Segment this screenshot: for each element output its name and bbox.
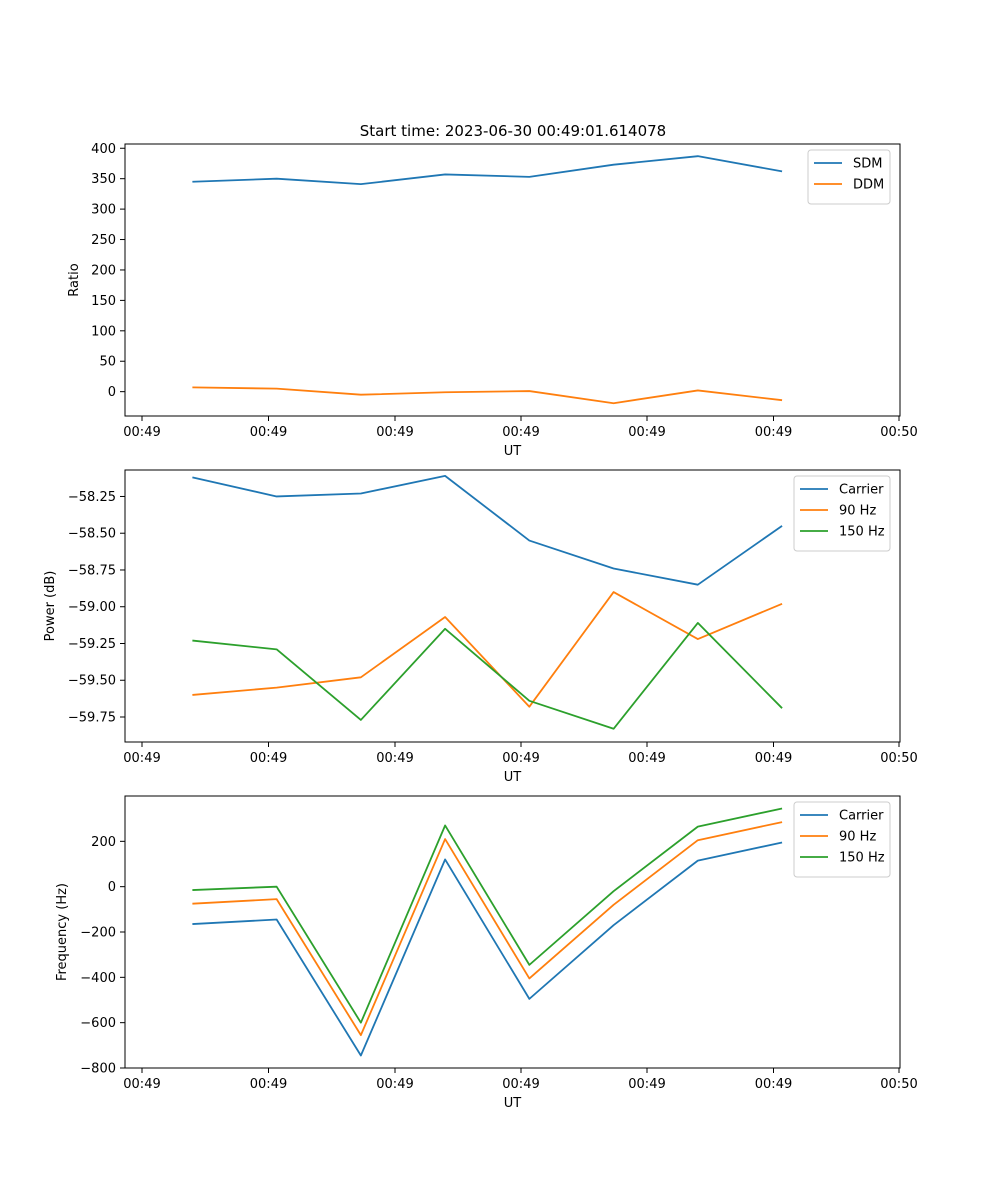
y-tick-label: −58.75 <box>68 563 116 578</box>
y-tick-label: −58.50 <box>68 527 116 542</box>
x-tick-label: 00:49 <box>502 1077 539 1092</box>
y-tick-label: 300 <box>91 203 116 218</box>
x-tick-label: 00:49 <box>628 425 665 440</box>
legend-entry: DDM <box>853 178 884 193</box>
series-line-carrier <box>192 841 783 1057</box>
x-axis-label: UT <box>504 1096 522 1111</box>
y-tick-label: −59.00 <box>68 600 116 615</box>
x-tick-label: 00:50 <box>880 425 917 440</box>
y-axis-label: Ratio <box>67 263 82 296</box>
panel-3: 00:49 00:49 00:49 00:49 00:49 00:49 00:50 −800 −… <box>55 795 918 1111</box>
x-axis-label: UT <box>504 770 522 785</box>
legend: SDM DDM <box>807 149 891 205</box>
series-line-150-hz <box>192 622 783 730</box>
panel-2: 00:49 00:49 00:49 00:49 00:49 00:49 00:50 −59.7… <box>43 469 918 785</box>
legend: Carrier 90 Hz 150 Hz <box>793 801 891 878</box>
series-line-sdm <box>192 155 783 186</box>
legend: Carrier 90 Hz 150 Hz <box>793 475 891 552</box>
series-line-ddm <box>192 386 783 405</box>
series-line-90-hz <box>192 591 783 708</box>
x-tick-label: 00:49 <box>502 751 539 766</box>
y-tick-label: −800 <box>80 1062 116 1077</box>
x-tick-label: 00:49 <box>123 1077 160 1092</box>
y-tick-label: 200 <box>91 263 116 278</box>
x-tick-label: 00:49 <box>250 751 287 766</box>
y-tick-label: −59.75 <box>68 711 116 726</box>
y-tick-label: 400 <box>91 142 116 157</box>
legend-entry: Carrier <box>839 483 884 498</box>
x-tick-label: 00:49 <box>250 1077 287 1092</box>
x-tick-label: 00:49 <box>376 1077 413 1092</box>
axes-frame <box>124 143 901 417</box>
legend-box <box>793 801 891 878</box>
y-tick-label: 150 <box>91 294 116 309</box>
y-tick-label: 50 <box>99 355 116 370</box>
x-tick-label: 00:49 <box>755 425 792 440</box>
figure-title: Start time: 2023-06-30 00:49:01.614078 <box>360 122 666 140</box>
x-tick-label: 00:49 <box>755 1077 792 1092</box>
x-tick-label: 00:49 <box>250 425 287 440</box>
y-axis-label: Frequency (Hz) <box>55 883 70 981</box>
x-tick-label: 00:49 <box>628 1077 665 1092</box>
series-line-90-hz <box>192 821 783 1037</box>
legend-entry: 150 Hz <box>839 851 885 866</box>
x-tick-label: 00:49 <box>376 425 413 440</box>
x-tick-label: 00:49 <box>123 425 160 440</box>
y-tick-label: 350 <box>91 172 116 187</box>
legend-entry: Carrier <box>839 809 884 824</box>
x-tick-label: 00:49 <box>123 751 160 766</box>
legend-box <box>793 475 891 552</box>
y-tick-label: −59.25 <box>68 637 116 652</box>
y-tick-label: 100 <box>91 324 116 339</box>
y-tick-label: −200 <box>80 926 116 941</box>
chart-panels: 00:49 00:49 00:49 00:49 00:49 00:49 00:50 0 50 10… <box>43 142 918 1111</box>
x-tick-label: 00:49 <box>376 751 413 766</box>
legend-entry: 150 Hz <box>839 525 885 540</box>
y-tick-label: 200 <box>91 835 116 850</box>
y-tick-label: 0 <box>108 385 116 400</box>
y-tick-label: 250 <box>91 233 116 248</box>
panel-1: 00:49 00:49 00:49 00:49 00:49 00:49 00:50 0 50 10… <box>67 142 918 459</box>
series-line-carrier <box>192 474 783 586</box>
y-tick-label: 0 <box>108 880 116 895</box>
x-tick-label: 00:50 <box>880 751 917 766</box>
y-tick-label: −59.50 <box>68 674 116 689</box>
x-axis-label: UT <box>504 444 522 459</box>
legend-entry: SDM <box>853 157 882 172</box>
y-tick-label: −600 <box>80 1016 116 1031</box>
series-line-150-hz <box>192 807 783 1024</box>
axes-frame <box>124 469 901 743</box>
x-tick-label: 00:49 <box>502 425 539 440</box>
legend-entry: 90 Hz <box>839 504 876 519</box>
y-tick-label: −58.25 <box>68 490 116 505</box>
y-axis-label: Power (dB) <box>43 571 58 642</box>
x-tick-label: 00:49 <box>755 751 792 766</box>
x-tick-label: 00:49 <box>628 751 665 766</box>
y-tick-label: −400 <box>80 971 116 986</box>
legend-entry: 90 Hz <box>839 830 876 845</box>
x-tick-label: 00:50 <box>880 1077 917 1092</box>
